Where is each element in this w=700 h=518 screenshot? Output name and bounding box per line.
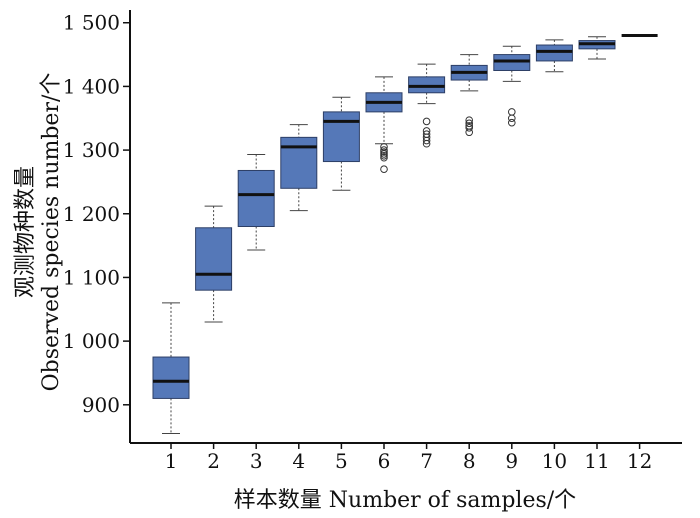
- x-tick-label: 3: [250, 449, 263, 473]
- y-tick-label: 1 200: [63, 202, 120, 226]
- box-group-11: [578, 36, 616, 60]
- box-group-7: [408, 63, 446, 148]
- outlier-point: [465, 116, 474, 124]
- box-iqr: [195, 227, 233, 291]
- x-tick-label: 6: [378, 449, 391, 473]
- x-tick-label: 5: [335, 449, 348, 473]
- x-tick-label: 7: [420, 449, 433, 473]
- box-iqr: [322, 111, 360, 163]
- box-iqr: [237, 169, 275, 227]
- y-tick-label: 1 400: [63, 74, 120, 98]
- x-tick-label: 1: [165, 449, 178, 473]
- x-ticks: 1 2 3 4 5 6 7 8 9 10 11 12: [165, 443, 652, 473]
- box-group-4: [280, 124, 318, 212]
- y-tick-label: 1 500: [63, 11, 120, 35]
- x-tick-label: 4: [292, 449, 305, 473]
- outlier-point: [465, 124, 474, 132]
- x-tick-label: 12: [627, 449, 652, 473]
- y-ticks: 900 1 000 1 100 1 200 1 300 1 400 1 500: [63, 11, 130, 417]
- outlier-point: [380, 150, 388, 158]
- box-group-2: [195, 205, 233, 323]
- outlier-point: [465, 119, 474, 128]
- y-axis-title-en: Observed species number/个: [39, 73, 64, 392]
- x-tick-label: 8: [463, 449, 476, 473]
- y-tick-label: 1 000: [63, 329, 120, 353]
- x-axis-title: 样本数量 Number of samples/个: [234, 488, 576, 513]
- x-tick-label: 11: [584, 449, 609, 473]
- box-iqr: [152, 356, 190, 399]
- outlier-point: [380, 146, 388, 154]
- outlier-point: [508, 114, 516, 123]
- outlier-point: [422, 136, 431, 145]
- box-iqr: [493, 54, 531, 71]
- outlier-point: [380, 148, 388, 156]
- outlier-point: [508, 108, 516, 116]
- y-tick-label: 1 300: [63, 138, 120, 162]
- box-group-6: [365, 76, 403, 173]
- box-group-10: [535, 39, 573, 73]
- outlier-point: [465, 128, 474, 137]
- box-group-5: [322, 96, 360, 191]
- box-group-1: [152, 302, 190, 434]
- boxes-layer: [152, 33, 658, 434]
- box-iqr: [408, 76, 446, 94]
- box-group-3: [237, 154, 275, 251]
- y-tick-label: 900: [82, 393, 120, 417]
- box-group-9: [493, 45, 531, 127]
- outlier-point: [380, 165, 388, 173]
- outlier-point: [422, 139, 431, 148]
- outlier-point: [380, 153, 388, 162]
- x-tick-label: 10: [542, 449, 567, 473]
- outlier-point: [422, 117, 431, 126]
- outlier-point: [380, 152, 388, 160]
- outlier-point: [508, 118, 516, 127]
- x-tick-label: 9: [505, 449, 518, 473]
- y-tick-label: 1 100: [63, 265, 120, 289]
- x-tick-label: 2: [207, 449, 220, 473]
- y-axis-title-cn: 观测物种数量: [13, 166, 38, 298]
- box-iqr: [535, 44, 573, 62]
- box-iqr: [280, 136, 318, 189]
- box-group-8: [450, 54, 488, 137]
